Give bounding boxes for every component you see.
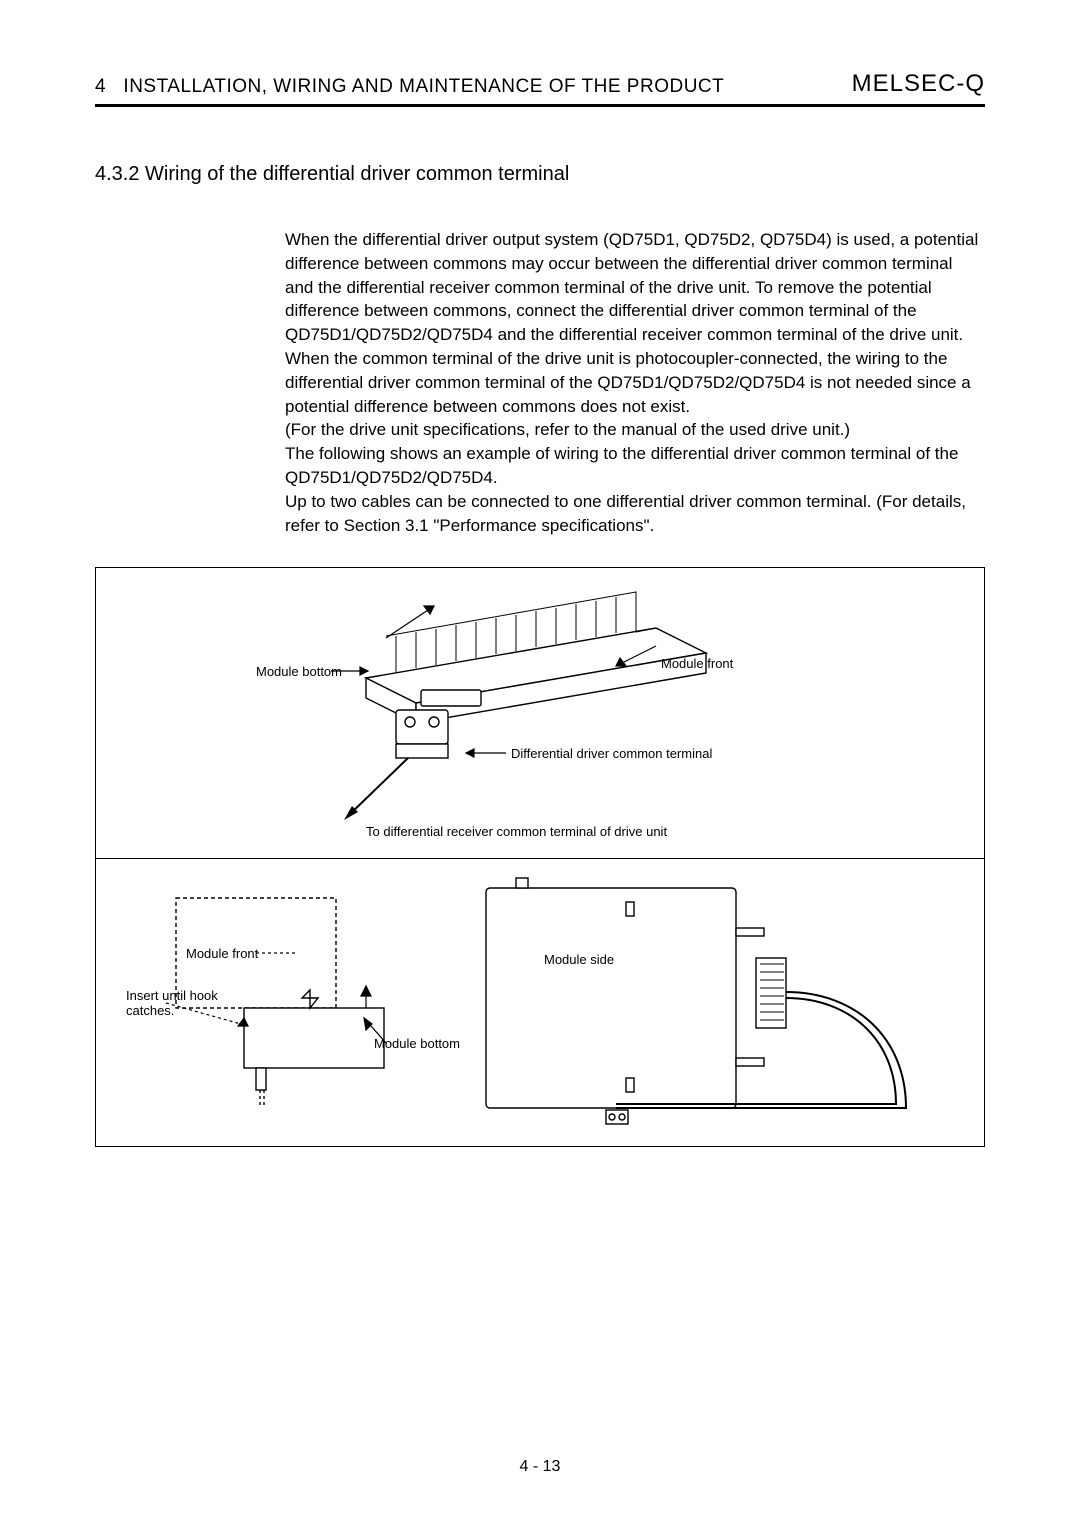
figure-label: Insert until hook catches. xyxy=(126,988,236,1018)
figure-label: Module front xyxy=(186,946,258,961)
figure-label: Module front xyxy=(661,656,733,671)
chapter-number: 4 xyxy=(95,76,106,97)
body-paragraph: Up to two cables can be connected to one… xyxy=(285,490,985,538)
chapter-title: 4 INSTALLATION, WIRING AND MAINTENANCE O… xyxy=(95,76,724,98)
page-container: 4 INSTALLATION, WIRING AND MAINTENANCE O… xyxy=(0,0,1080,1187)
figure-label: Module bottom xyxy=(374,1036,460,1051)
figure-label: To differential receiver common terminal… xyxy=(366,824,667,839)
section-heading: 4.3.2 Wiring of the differential driver … xyxy=(95,163,985,186)
header-divider xyxy=(95,104,985,107)
body-paragraph: When the common terminal of the drive un… xyxy=(285,347,985,418)
body-paragraph: (For the drive unit specifications, refe… xyxy=(285,418,985,442)
figure-container: Module bottom Module front Differential … xyxy=(95,567,985,1147)
section-number: 4.3.2 xyxy=(95,163,139,185)
body-paragraph: The following shows an example of wiring… xyxy=(285,442,985,490)
body-text-block: When the differential driver output syst… xyxy=(285,228,985,537)
chapter-title-text: INSTALLATION, WIRING AND MAINTENANCE OF … xyxy=(123,76,724,97)
page-header: 4 INSTALLATION, WIRING AND MAINTENANCE O… xyxy=(95,70,985,98)
body-paragraph: When the differential driver output syst… xyxy=(285,228,985,347)
figure-label: Module bottom xyxy=(256,664,342,679)
figure-label: Module side xyxy=(544,952,614,967)
figure-label: Differential driver common terminal xyxy=(511,746,712,761)
section-title: Wiring of the differential driver common… xyxy=(145,163,569,185)
brand-label: MELSEC-Q xyxy=(852,70,985,98)
page-number: 4 - 13 xyxy=(0,1458,1080,1476)
figure-top-module-drawing xyxy=(96,568,976,858)
